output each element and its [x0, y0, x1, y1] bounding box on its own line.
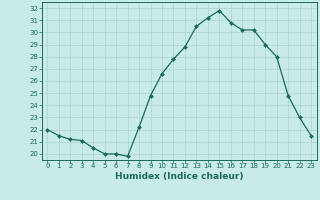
X-axis label: Humidex (Indice chaleur): Humidex (Indice chaleur): [115, 172, 244, 181]
